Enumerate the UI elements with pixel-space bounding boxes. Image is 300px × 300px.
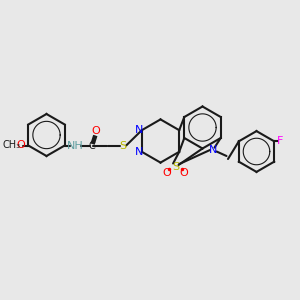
Text: N: N [135, 125, 143, 135]
Text: NH: NH [67, 140, 84, 151]
Text: N: N [135, 147, 143, 157]
Text: O: O [179, 168, 188, 178]
Text: C: C [88, 140, 95, 151]
Text: N: N [209, 145, 217, 155]
Text: F: F [277, 136, 284, 146]
Text: O: O [163, 168, 172, 178]
Text: S: S [172, 161, 179, 172]
Text: S: S [120, 140, 127, 151]
Text: O: O [16, 140, 25, 151]
Text: CH₃: CH₃ [3, 140, 21, 150]
Text: O: O [92, 125, 100, 136]
